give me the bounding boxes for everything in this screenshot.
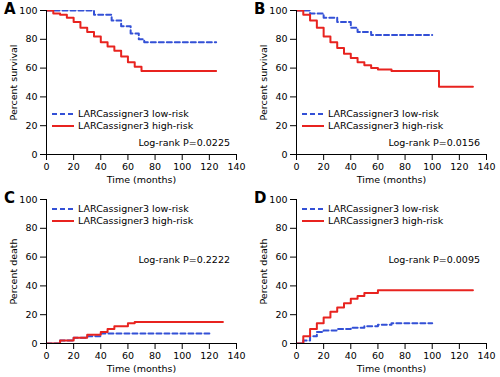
svg-text:0: 0 [43,350,49,361]
svg-text:80: 80 [149,161,161,172]
svg-text:80: 80 [275,33,287,44]
svg-text:Percent survival: Percent survival [258,45,269,121]
svg-text:0: 0 [281,149,287,160]
html-text:LARCassigner3 low-risk: LARCassigner3 low-risk [78,203,189,214]
html-text:LARCassigner3 high-risk: LARCassigner3 high-risk [78,120,194,131]
svg-text:120: 120 [450,350,468,361]
svg-text:Time (months): Time (months) [356,174,426,185]
svg-text:40: 40 [25,91,37,102]
svg-text:Time (months): Time (months) [106,363,176,374]
svg-text:40: 40 [345,161,357,172]
svg-text:100: 100 [269,194,287,205]
svg-text:100: 100 [19,194,37,205]
svg-text:20: 20 [68,161,80,172]
svg-text:20: 20 [275,309,287,320]
svg-text:60: 60 [372,161,384,172]
html-text:LARCassigner3 low-risk: LARCassigner3 low-risk [328,108,439,119]
svg-text:20: 20 [318,350,330,361]
svg-text:80: 80 [399,161,411,172]
svg-text:20: 20 [25,120,37,131]
svg-text:0: 0 [281,338,287,349]
svg-text:Time (months): Time (months) [106,174,176,185]
html-text:LARCassigner3 high-risk: LARCassigner3 high-risk [78,215,194,226]
svg-text:140: 140 [477,161,495,172]
svg-text:40: 40 [95,161,107,172]
svg-text:120: 120 [450,161,468,172]
svg-text:80: 80 [149,350,161,361]
svg-text:60: 60 [25,251,37,262]
html-text:LARCassigner3 high-risk: LARCassigner3 high-risk [328,215,444,226]
html-text:A: A [4,0,16,18]
svg-text:120: 120 [200,161,218,172]
html-text:LARCassigner3 low-risk: LARCassigner3 low-risk [328,203,439,214]
svg-text:80: 80 [25,33,37,44]
svg-text:0: 0 [43,161,49,172]
svg-text:100: 100 [423,161,441,172]
svg-text:40: 40 [275,280,287,291]
html-text:Log-rank P=0.0095: Log-rank P=0.0095 [388,254,480,265]
svg-text:40: 40 [25,280,37,291]
svg-text:140: 140 [477,350,495,361]
html-text:B: B [254,0,266,18]
svg-text:100: 100 [173,161,191,172]
svg-text:Percent survival: Percent survival [8,45,19,121]
html-text:C: C [4,189,15,207]
svg-text:0: 0 [293,350,299,361]
svg-text:60: 60 [275,62,287,73]
svg-text:20: 20 [25,309,37,320]
svg-text:60: 60 [25,62,37,73]
svg-text:60: 60 [122,161,134,172]
svg-text:40: 40 [345,350,357,361]
svg-text:140: 140 [227,161,245,172]
svg-text:100: 100 [269,5,287,16]
svg-text:20: 20 [275,120,287,131]
svg-text:60: 60 [275,251,287,262]
svg-text:140: 140 [227,350,245,361]
svg-text:0: 0 [31,149,37,160]
svg-text:0: 0 [31,338,37,349]
svg-text:0: 0 [293,161,299,172]
svg-text:40: 40 [95,350,107,361]
svg-text:60: 60 [372,350,384,361]
svg-text:Percent death: Percent death [8,238,19,304]
html-text:D: D [254,189,267,207]
svg-text:100: 100 [173,350,191,361]
svg-text:Percent death: Percent death [258,238,269,304]
svg-text:Time (months): Time (months) [356,363,426,374]
svg-text:120: 120 [200,350,218,361]
html-text:LARCassigner3 high-risk: LARCassigner3 high-risk [328,120,444,131]
svg-text:20: 20 [68,350,80,361]
svg-text:100: 100 [19,5,37,16]
html-text:Log-rank P=0.0225: Log-rank P=0.0225 [138,137,230,148]
svg-text:80: 80 [399,350,411,361]
html-text:Log-rank P=0.0156: Log-rank P=0.0156 [388,137,480,148]
svg-text:80: 80 [25,222,37,233]
svg-text:40: 40 [275,91,287,102]
svg-text:80: 80 [275,222,287,233]
svg-text:20: 20 [318,161,330,172]
html-text:LARCassigner3 low-risk: LARCassigner3 low-risk [78,108,189,119]
svg-text:100: 100 [423,350,441,361]
svg-text:60: 60 [122,350,134,361]
html-text:Log-rank P=0.2222: Log-rank P=0.2222 [138,254,230,265]
